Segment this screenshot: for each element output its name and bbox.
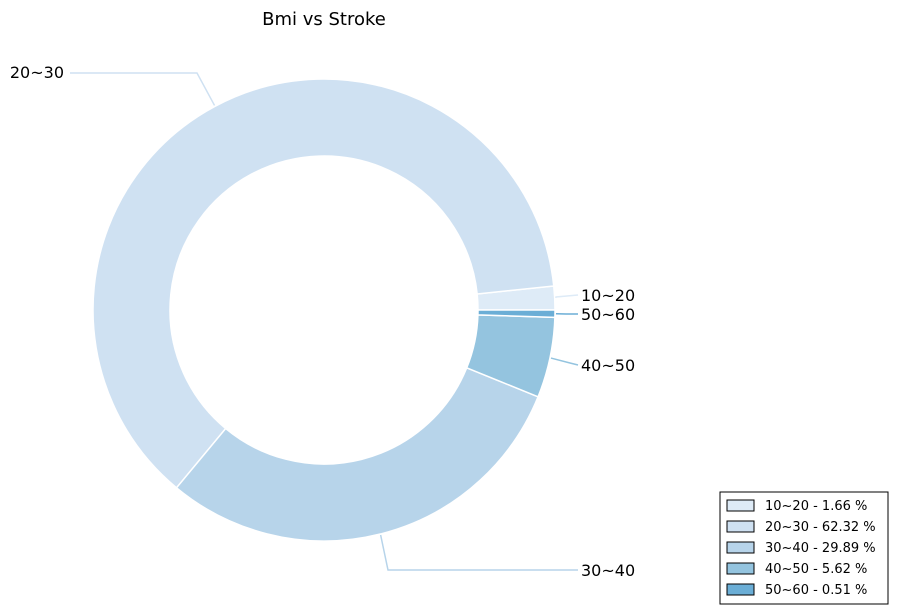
slice-label-10~20: 10~20 <box>581 286 635 305</box>
legend-entry-10~20: 10~20 - 1.66 % <box>765 499 867 514</box>
slice-30~40 <box>175 366 540 542</box>
legend: 10~20 - 1.66 % 20~30 - 62.32 % 30~40 - 29.… <box>719 491 889 605</box>
legend-entry-30~40: 30~40 - 29.89 % <box>765 541 876 556</box>
leader-lines-group <box>70 72 579 571</box>
slice-label-20~30: 20~30 <box>10 63 64 82</box>
slice-labels-group: 10~20 20~30 30~40 40~50 50~60 <box>10 63 635 580</box>
slice-50~60 <box>477 309 556 319</box>
legend-swatch-30~40 <box>726 541 755 554</box>
leader-line-20~30 <box>70 72 216 106</box>
legend-entry-50~60: 50~60 - 0.51 % <box>765 583 867 598</box>
leader-line-10~20 <box>554 294 579 299</box>
leader-line-40~50 <box>550 357 579 366</box>
legend-entry-20~30: 20~30 - 62.32 % <box>765 520 876 535</box>
slice-label-50~60: 50~60 <box>581 305 635 324</box>
slice-20~30 <box>92 78 555 489</box>
slice-label-30~40: 30~40 <box>581 561 635 580</box>
legend-swatch-40~50 <box>726 562 755 575</box>
legend-entry-40~50: 40~50 - 5.62 % <box>765 562 867 577</box>
legend-swatch-20~30 <box>726 520 755 533</box>
chart-title: Bmi vs Stroke <box>262 9 386 30</box>
legend-swatch-10~20 <box>726 499 755 512</box>
legend-swatch-50~60 <box>726 583 755 596</box>
slice-label-40~50: 40~50 <box>581 356 635 375</box>
slices-group <box>92 78 556 542</box>
leader-line-30~40 <box>379 534 578 571</box>
